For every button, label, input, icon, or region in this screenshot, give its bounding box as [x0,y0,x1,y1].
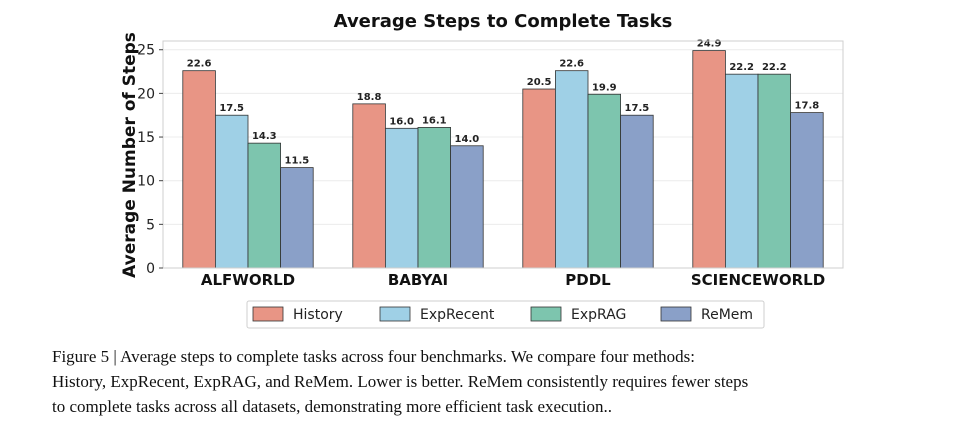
bar-history-alfworld [182,70,216,269]
x-tick-label: BABYAI [388,271,448,289]
y-tick-label: 25 [137,43,155,59]
data-label: 14.0 [455,134,480,145]
data-label: 22.6 [187,59,212,70]
legend-label: History [293,307,343,323]
data-label: 11.5 [285,156,310,167]
legend-swatch-exprecent [379,306,411,322]
legend-swatch-remem [660,306,692,322]
y-tick-label: 0 [146,261,155,277]
bar-history-pddl [522,88,556,269]
bar-chart: Average Steps to Complete Tasks Average … [120,11,844,329]
bar-exprecent-pddl [555,70,589,269]
y-tick-label: 5 [146,217,155,233]
bar-exprag-scienceworld [757,73,791,269]
data-label: 16.1 [422,115,447,126]
data-label: 14.3 [252,131,277,142]
caption-line: History, ExpRecent, ExpRAG, and ReMem. L… [52,372,749,391]
legend-label: ReMem [701,307,753,323]
caption-line: to complete tasks across all datasets, d… [52,397,613,416]
bar-history-babyai [352,103,386,269]
bar-history-scienceworld [692,50,726,269]
data-label: 20.5 [527,77,552,88]
x-tick-label: ALFWORLD [201,271,295,289]
data-label: 17.5 [219,103,244,114]
x-tick-label: SCIENCEWORLD [691,271,825,289]
bar-exprag-pddl [587,93,621,269]
legend-swatch-exprag [530,306,562,322]
y-tick-label: 15 [137,130,155,146]
bar-remem-babyai [450,145,484,269]
bar-exprag-alfworld [247,142,281,269]
data-labels: 22.6 17.5 14.3 11.5 18.8 16.0 16.1 14.0 20.5 22.6… [187,39,820,167]
legend: History ExpRecent ExpRAG ReMem [246,300,765,329]
bar-exprecent-babyai [384,127,419,269]
legend-frame [246,300,765,329]
bar-remem-scienceworld [790,112,824,269]
plot-frame [162,40,844,269]
legend-label: ExpRecent [420,307,495,323]
x-tick-labels: ALFWORLD BABYAI PDDL SCIENCEWORLD [201,271,825,289]
data-label: 22.2 [729,62,754,73]
legend-swatch-history [252,306,284,322]
data-label: 18.8 [357,92,382,103]
figure-caption: Figure 5 | Average steps to complete tas… [52,344,914,419]
data-label: 22.2 [762,62,787,73]
bar-remem-alfworld [280,167,314,269]
data-label: 17.5 [625,103,650,114]
chart-title: Average Steps to Complete Tasks [334,11,673,32]
bar-exprag-babyai [417,127,451,269]
bar-remem-pddl [620,114,654,269]
data-label: 16.0 [389,116,414,127]
legend-label: ExpRAG [571,307,626,323]
data-label: 17.8 [795,101,820,112]
y-tick-label: 10 [137,174,155,190]
y-tick-label: 20 [137,86,155,102]
data-label: 19.9 [592,82,617,93]
y-ticks: 0 5 10 15 20 25 [137,43,163,277]
bars [182,50,824,269]
bar-exprecent-scienceworld [725,73,759,269]
data-label: 22.6 [559,59,584,70]
bar-exprecent-alfworld [214,114,249,269]
y-axis-label: Average Number of Steps [120,32,140,278]
data-label: 24.9 [697,39,722,50]
x-tick-label: PDDL [565,271,611,289]
caption-line: Figure 5 | Average steps to complete tas… [52,347,695,366]
